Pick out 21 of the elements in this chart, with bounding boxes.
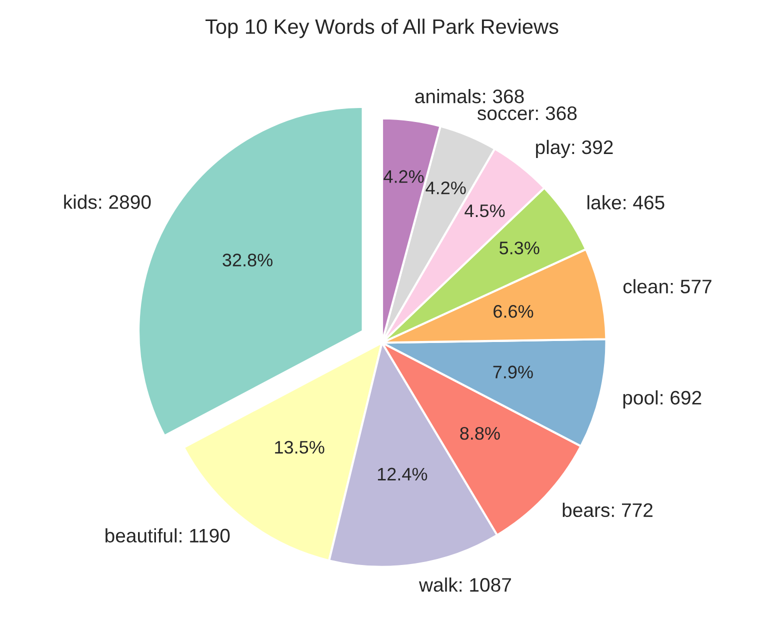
slice-label: play: 392 <box>536 140 613 158</box>
slice-label: beautiful: 1190 <box>106 528 230 543</box>
data-label: 8.8% <box>460 426 500 440</box>
data-label: 7.9% <box>493 366 533 378</box>
data-label: 13.5% <box>275 440 324 454</box>
data-label: 12.4% <box>378 468 428 480</box>
slice-label: soccer: 368 <box>477 106 577 120</box>
data-label: 4.5% <box>464 204 505 218</box>
data-label: 6.6% <box>494 305 534 318</box>
slice-label: kids: 2890 <box>64 194 151 209</box>
data-label: 4.2% <box>384 170 424 183</box>
slice-label: bears: 772 <box>562 502 652 518</box>
chart-title: Top 10 Key Words of All Park Reviews <box>206 18 558 38</box>
slice-label: pool: 692 <box>623 390 702 408</box>
slice-label: animals: 368 <box>415 89 524 104</box>
data-label: 32.8% <box>222 254 272 266</box>
slice-label: lake: 465 <box>588 195 664 210</box>
slice-label: walk: 1087 <box>418 578 511 592</box>
data-label: 4.2% <box>426 182 466 194</box>
slice-label: clean: 577 <box>623 279 712 294</box>
data-label: 5.3% <box>500 242 540 254</box>
